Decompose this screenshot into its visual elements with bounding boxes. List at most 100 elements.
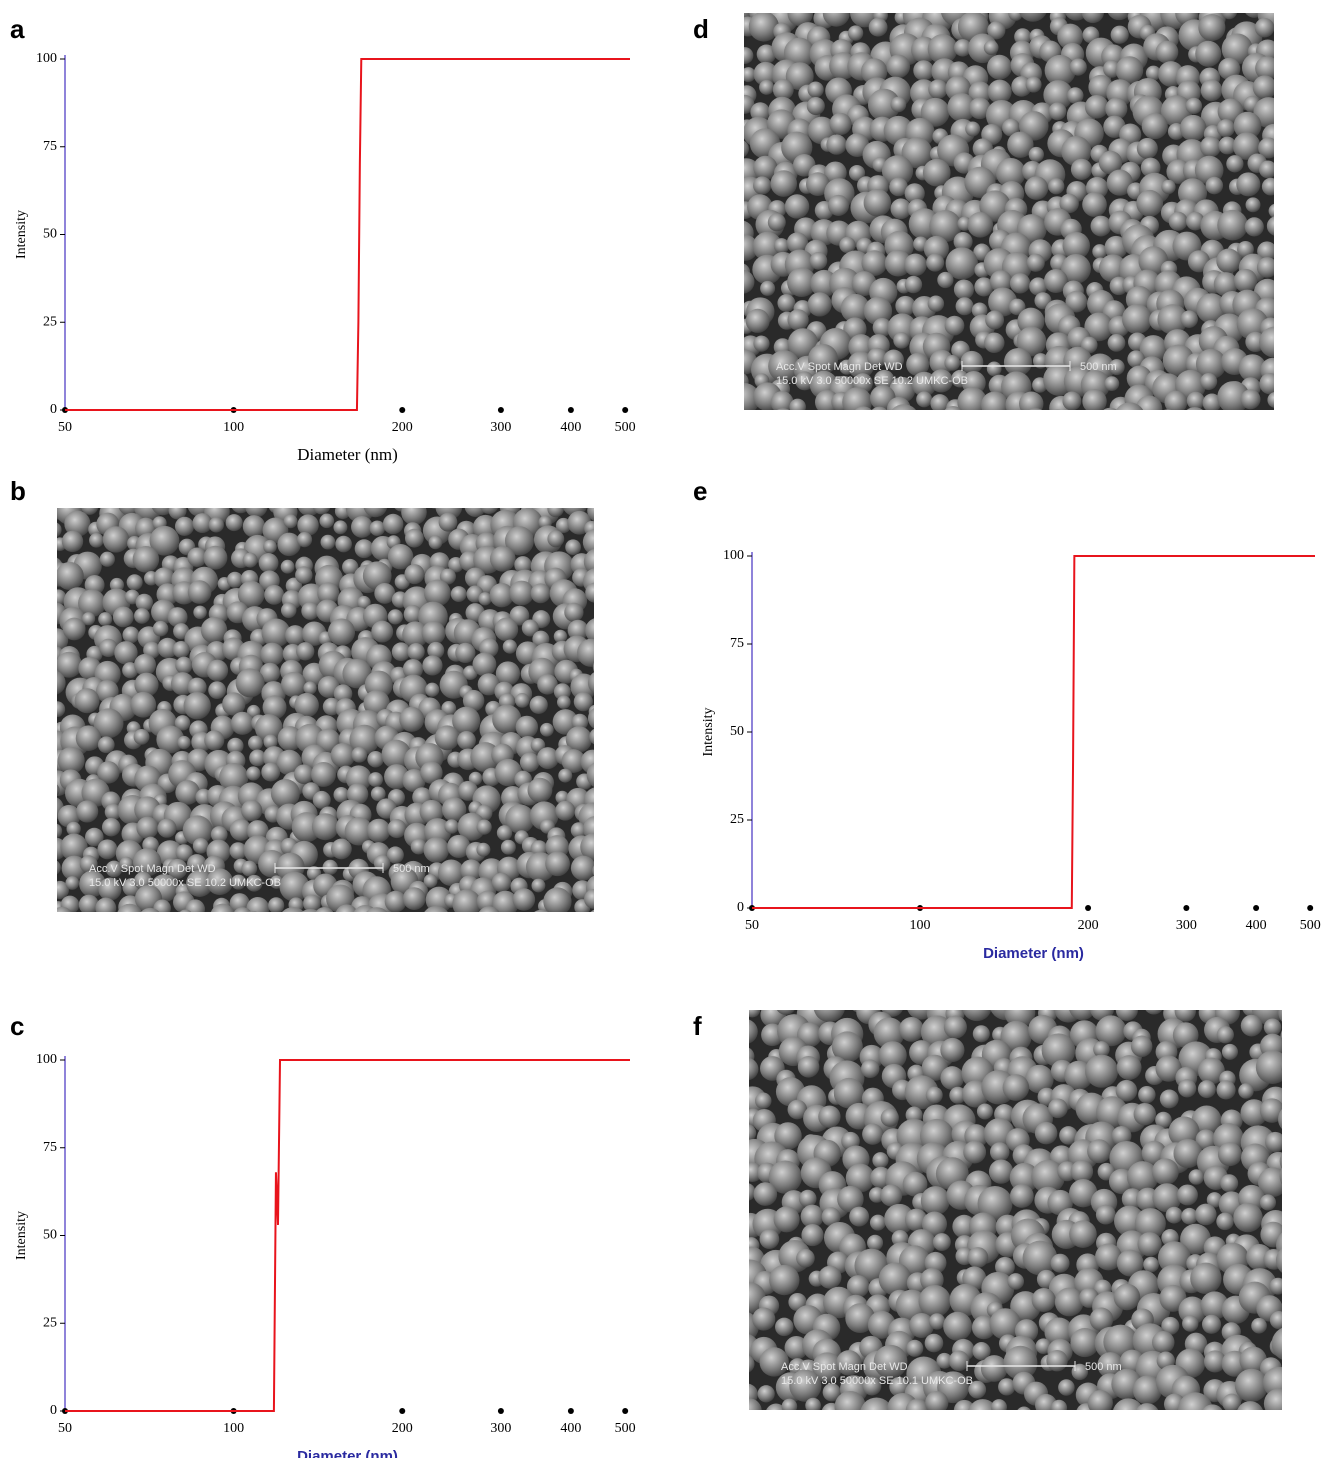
grain bbox=[1182, 1315, 1199, 1332]
grain bbox=[1151, 1158, 1179, 1186]
grain bbox=[1263, 1388, 1282, 1410]
x-tick bbox=[1085, 905, 1092, 911]
grain bbox=[126, 574, 143, 591]
grain bbox=[786, 232, 809, 254]
grain bbox=[112, 606, 134, 628]
grain bbox=[753, 176, 772, 195]
grain bbox=[1044, 1317, 1074, 1347]
grain bbox=[1082, 192, 1107, 217]
grain bbox=[801, 1224, 824, 1247]
grain bbox=[1008, 298, 1026, 316]
y-tick-label: 100 bbox=[36, 1052, 57, 1067]
y-tick-label: 75 bbox=[43, 139, 57, 154]
grain bbox=[1202, 393, 1222, 410]
grain bbox=[770, 390, 794, 410]
grain bbox=[1282, 1133, 1300, 1151]
grain bbox=[837, 1185, 864, 1213]
grain bbox=[929, 369, 953, 393]
grain bbox=[776, 1010, 795, 1015]
grain bbox=[1002, 1074, 1030, 1101]
grain bbox=[965, 121, 981, 137]
grain bbox=[1185, 97, 1203, 115]
grain bbox=[480, 508, 498, 514]
grain bbox=[1026, 253, 1045, 272]
data-line bbox=[752, 555, 1315, 909]
grain bbox=[387, 819, 407, 839]
grain bbox=[749, 1124, 757, 1142]
y-tick-label: 25 bbox=[730, 812, 744, 827]
grain bbox=[1069, 58, 1087, 76]
x-tick-label: 50 bbox=[58, 1421, 72, 1436]
y-tick-label: 0 bbox=[50, 402, 57, 417]
grain bbox=[787, 1099, 808, 1120]
grain bbox=[134, 608, 150, 624]
y-axis-label: Intensity bbox=[14, 210, 29, 259]
grain bbox=[404, 564, 425, 585]
grain bbox=[984, 332, 1005, 353]
grain bbox=[65, 876, 80, 890]
grain bbox=[755, 414, 772, 431]
grain bbox=[149, 525, 180, 556]
grain bbox=[349, 724, 380, 755]
grain bbox=[152, 620, 169, 637]
grain bbox=[589, 728, 594, 745]
grain bbox=[945, 247, 978, 280]
grain bbox=[582, 529, 594, 556]
grain bbox=[883, 349, 904, 371]
grain bbox=[760, 280, 776, 296]
grain bbox=[521, 619, 539, 637]
grain bbox=[245, 508, 268, 518]
grain bbox=[901, 137, 933, 169]
grain bbox=[867, 88, 901, 122]
grain bbox=[1194, 1203, 1217, 1226]
grain bbox=[1054, 1287, 1084, 1317]
grain bbox=[206, 659, 229, 682]
grain bbox=[963, 1140, 987, 1164]
grain bbox=[1233, 1202, 1263, 1233]
x-tick bbox=[567, 1408, 574, 1414]
grain bbox=[796, 1248, 815, 1268]
grain bbox=[777, 294, 796, 312]
grain bbox=[926, 253, 945, 272]
grain bbox=[1070, 1328, 1100, 1358]
grain bbox=[1259, 1098, 1282, 1123]
grain bbox=[1259, 373, 1274, 395]
grain bbox=[1134, 1208, 1166, 1240]
grain bbox=[928, 1313, 946, 1330]
grain bbox=[98, 877, 122, 901]
grain bbox=[496, 915, 516, 935]
grain bbox=[504, 526, 534, 556]
grain bbox=[889, 177, 908, 197]
grain bbox=[1195, 1129, 1217, 1151]
grain bbox=[97, 761, 120, 784]
grain bbox=[1181, 1207, 1198, 1225]
grain bbox=[555, 517, 572, 534]
grain bbox=[516, 912, 534, 930]
grain bbox=[547, 530, 565, 548]
x-tick-label: 200 bbox=[392, 1421, 413, 1436]
grain bbox=[1113, 1398, 1144, 1410]
x-tick bbox=[399, 1408, 406, 1414]
grain bbox=[1061, 136, 1092, 167]
grain bbox=[500, 839, 516, 855]
grain bbox=[1083, 412, 1111, 440]
grain bbox=[943, 1015, 967, 1039]
grain bbox=[425, 682, 440, 697]
grain bbox=[968, 1399, 998, 1410]
grain bbox=[185, 899, 205, 912]
grain bbox=[1168, 211, 1188, 231]
grain bbox=[1279, 1153, 1282, 1169]
grain bbox=[947, 93, 976, 122]
grain bbox=[968, 1380, 987, 1399]
grain bbox=[489, 583, 514, 608]
grain bbox=[247, 911, 258, 912]
grain bbox=[748, 13, 779, 42]
grain bbox=[1216, 1212, 1234, 1231]
grain bbox=[439, 568, 456, 585]
grain bbox=[367, 750, 384, 768]
y-tick-label: 75 bbox=[43, 1140, 57, 1155]
grain bbox=[175, 656, 193, 675]
grain bbox=[402, 658, 424, 680]
grain bbox=[1065, 290, 1088, 313]
grain bbox=[331, 838, 352, 860]
